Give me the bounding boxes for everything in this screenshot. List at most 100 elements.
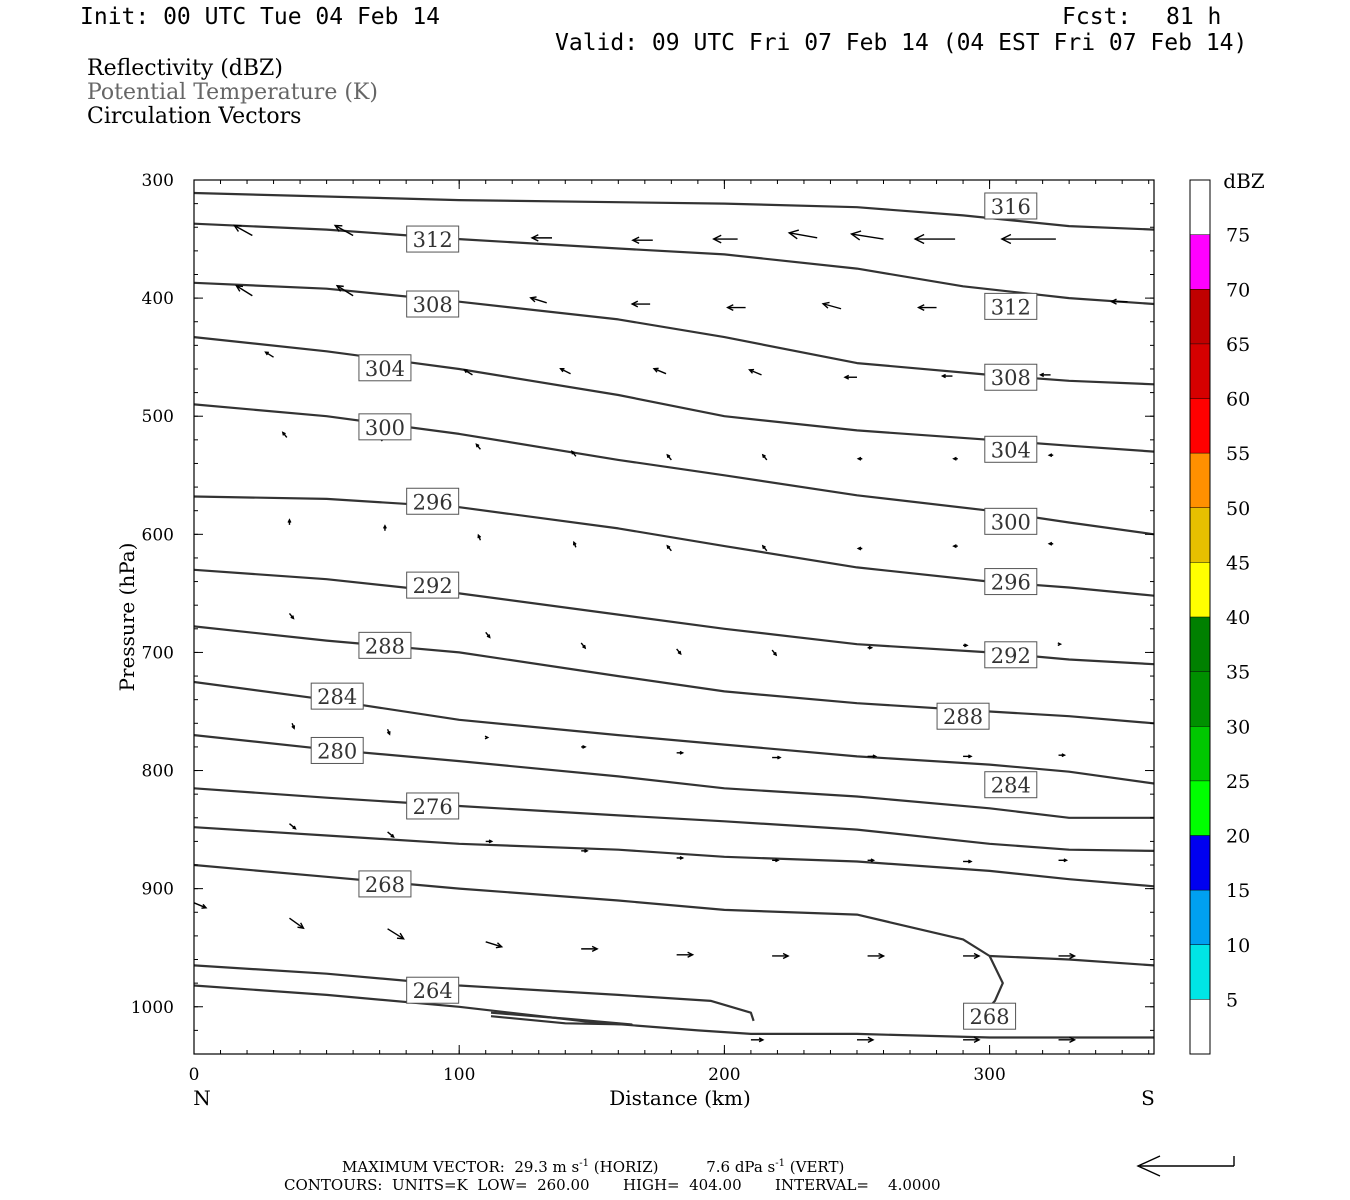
contour-label: 288: [358, 631, 412, 659]
contour-label-text: 312: [413, 228, 453, 252]
contour-label-box: [406, 487, 460, 515]
contour-label-text: 268: [365, 873, 405, 897]
contour-label: 316: [984, 192, 1038, 220]
vector-shaft: [289, 917, 304, 929]
vector-head: [916, 304, 925, 312]
colorbar-swatch: [1190, 234, 1210, 290]
vector-head: [1063, 858, 1069, 863]
south-label: S: [1141, 1086, 1155, 1110]
vector-head: [973, 952, 981, 960]
theta-contour-260: [194, 984, 1154, 1039]
vector-head: [1039, 372, 1045, 378]
vector-head: [1109, 298, 1117, 305]
y-tick-label: 800: [142, 762, 174, 782]
vector-head: [235, 284, 244, 292]
circulation-vector: [676, 855, 685, 860]
colorbar-title: dBZ: [1223, 169, 1265, 193]
colorbar-swatch: [1190, 453, 1210, 508]
circulation-vector: [843, 374, 857, 380]
circulation-vector: [581, 744, 587, 749]
theta-contour-308: [194, 281, 1154, 386]
circulation-vector: [1047, 453, 1054, 458]
vector-head: [287, 518, 292, 523]
contour-label-layer: 316 312 312 308 308 304 304 300 300 296 296 292 292 2…: [310, 192, 1038, 1030]
vector-shaft: [235, 285, 253, 297]
circulation-vector: [484, 735, 490, 740]
vector-shaft: [789, 232, 818, 239]
vector-head: [973, 1036, 981, 1043]
vector-head: [868, 645, 874, 650]
vector-head: [821, 301, 830, 309]
colorbar-level-label: 30: [1226, 716, 1250, 738]
circulation-vector: [289, 917, 305, 930]
contour-label: 312: [406, 225, 460, 253]
contour-label-text: 276: [413, 795, 453, 819]
vector-head: [1069, 1036, 1077, 1043]
contour-label: 300: [358, 413, 412, 441]
vector-head: [291, 725, 296, 730]
contour-label: 300: [984, 507, 1038, 535]
valid-time: Valid: 09 UTC Fri 07 Feb 14 (04 EST Fri …: [555, 30, 1248, 56]
circulation-vector: [335, 284, 354, 297]
vector-head: [758, 1037, 765, 1043]
ref-vector-head: [1136, 1155, 1161, 1177]
circulation-vector: [771, 649, 778, 657]
vector-head: [666, 544, 671, 549]
vector-head: [856, 456, 862, 461]
contour-label-text: 312: [991, 295, 1031, 319]
circulation-vector: [288, 613, 295, 620]
contour-label: 280: [310, 736, 364, 764]
vector-head: [679, 750, 685, 755]
theta-contour-268: [989, 954, 1154, 967]
vector-head: [488, 839, 494, 844]
circulation-vector: [1047, 541, 1054, 546]
vector-head: [1057, 642, 1063, 647]
vector-head: [232, 224, 242, 232]
theta-contour-264: [194, 964, 755, 1022]
circulation-vector: [264, 351, 274, 358]
contour-label-box: [406, 571, 460, 599]
circulation-vector: [477, 533, 482, 541]
vector-head: [849, 230, 862, 241]
circulation-vector: [572, 540, 577, 548]
colorbar-swatch: [1190, 617, 1210, 672]
theta-contour-276: [194, 787, 1154, 852]
circulation-vector: [463, 369, 473, 376]
circulation-vector: [387, 928, 405, 940]
circulation-vector: [530, 234, 553, 242]
vector-head: [630, 300, 639, 308]
vector-shaft: [653, 368, 667, 375]
north-label: N: [193, 1086, 211, 1110]
contour-label-text: 284: [317, 685, 357, 709]
vector-shaft: [194, 902, 207, 909]
circulation-vector: [772, 858, 780, 863]
contour-label: 276: [406, 792, 460, 820]
circulation-vector: [748, 368, 762, 376]
contour-label-box: [310, 736, 364, 764]
vector-head: [582, 644, 587, 650]
vector-head: [856, 546, 862, 551]
circulation-vector: [386, 728, 391, 736]
vector-head: [913, 233, 925, 245]
contour-label-box: [984, 641, 1038, 669]
vector-head: [761, 544, 766, 549]
contour-label-box: [963, 1002, 1017, 1030]
reference-vector-arrow: [1136, 1155, 1235, 1177]
footer-line-2: CONTOURS: UNITS=K LOW= 260.00 HIGH= 404.…: [284, 1176, 941, 1194]
vector-head: [687, 951, 695, 958]
vector-head: [773, 651, 778, 657]
vector-head: [787, 229, 800, 240]
circulation-vector: [750, 1037, 765, 1043]
contour-label: 284: [310, 682, 364, 710]
circulation-vector: [952, 456, 958, 461]
contour-label: 268: [963, 1002, 1017, 1030]
contour-label-box: [984, 192, 1038, 220]
contour-label-box: [984, 435, 1038, 463]
contour-label: 304: [358, 354, 412, 382]
vector-head: [872, 754, 878, 759]
circulation-vector: [631, 236, 653, 245]
vector-shaft: [530, 297, 547, 304]
circulation-vector: [849, 230, 884, 241]
vector-shaft: [387, 928, 404, 940]
